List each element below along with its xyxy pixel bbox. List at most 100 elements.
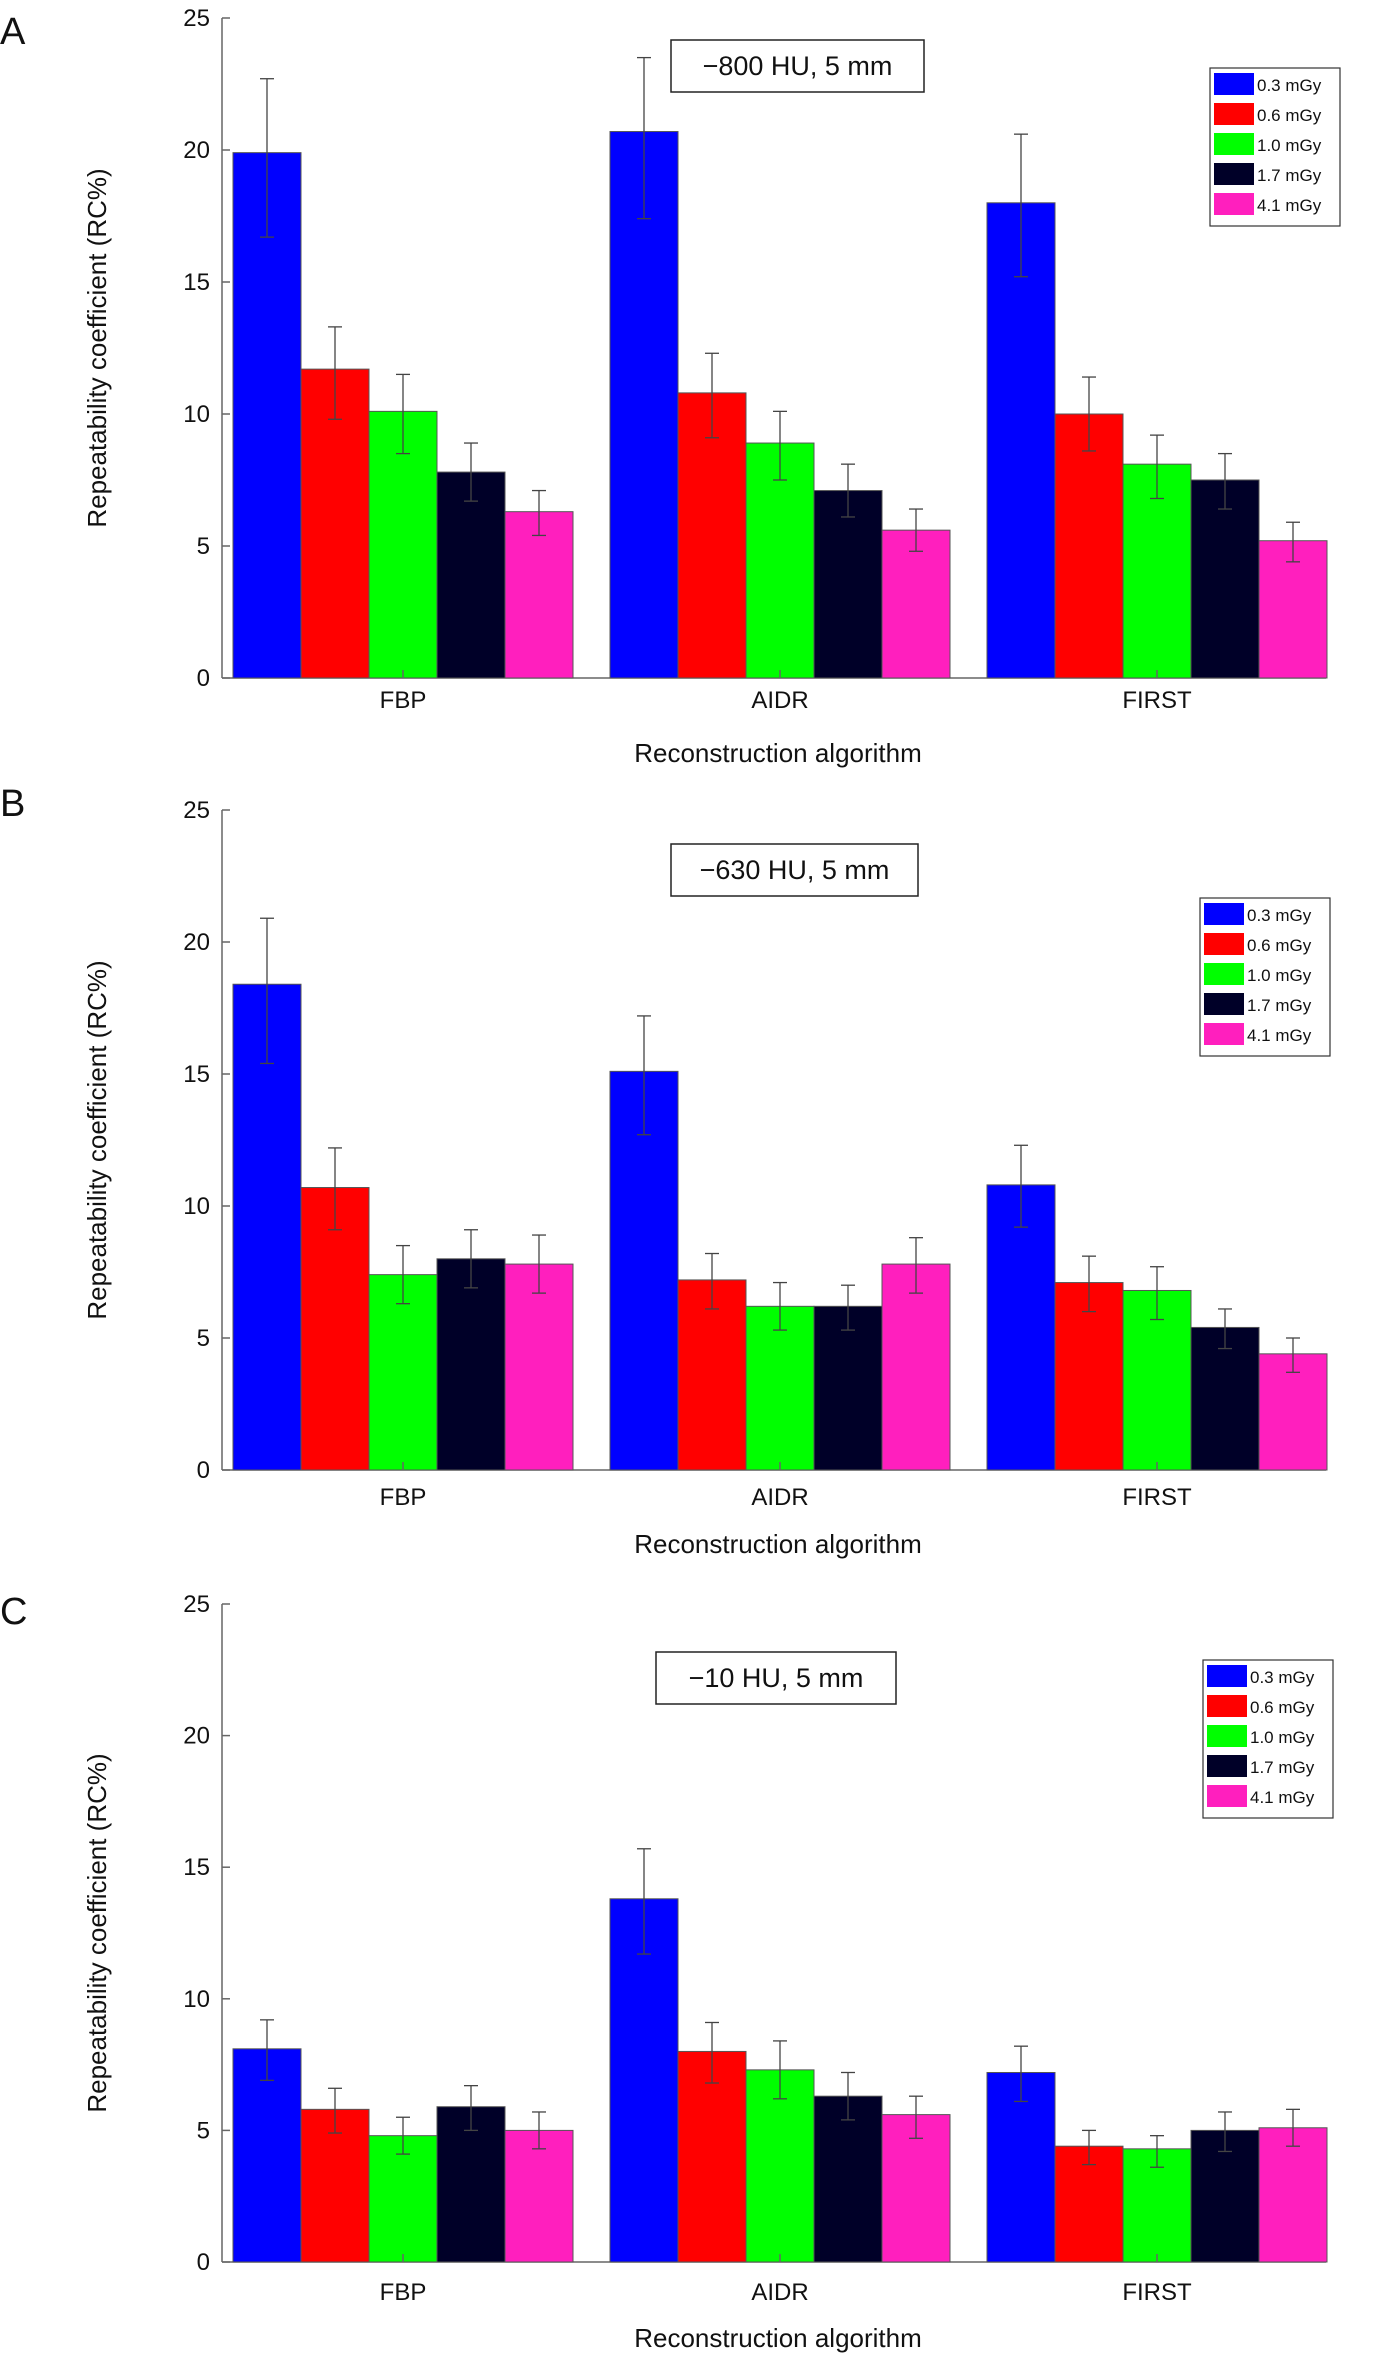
bar-aidr-0-6-mgy (677, 2050, 747, 2263)
chart-panel-a: A 0 5 10 15 20 25 Repeatability coefficient (RC… (0, 5, 1341, 768)
condition-label: −800 HU, 5 mm (703, 51, 893, 81)
bar-first-4-1-mgy (1258, 540, 1328, 679)
legend-entry: 0.3 mGy (1250, 1668, 1315, 1687)
x-axis-title: Reconstruction algorithm (634, 738, 922, 768)
y-tick-label: 15 (183, 1854, 210, 1881)
bar-fbp-0-3-mgy (232, 152, 302, 679)
x-tick-label: FBP (380, 2279, 427, 2306)
legend-entry: 1.0 mGy (1247, 966, 1312, 985)
bar-aidr-0-6-mgy (677, 1279, 747, 1471)
legend-swatch (1204, 1023, 1244, 1045)
legend-entry: 0.3 mGy (1257, 76, 1322, 95)
bar-aidr-1-7-mgy (813, 490, 883, 679)
legend-entry: 4.1 mGy (1247, 1026, 1312, 1045)
bar-fbp-0-6-mgy (300, 2108, 370, 2263)
legend-entry: 0.6 mGy (1247, 936, 1312, 955)
bar-first-1-0-mgy (1122, 1289, 1192, 1471)
y-tick-label: 15 (183, 1061, 210, 1088)
bar-first-1-0-mgy (1122, 463, 1192, 679)
y-tick-label: 10 (183, 401, 210, 428)
legend-swatch (1204, 993, 1244, 1015)
legend-swatch (1204, 903, 1244, 925)
bar-fbp-1-7-mgy (436, 471, 506, 679)
bar-fbp-1-0-mgy (368, 410, 438, 679)
bar-first-0-6-mgy (1054, 413, 1124, 679)
bar-aidr-1-0-mgy (745, 1305, 815, 1471)
bar-fbp-0-6-mgy (300, 368, 370, 679)
y-tick-label: 0 (197, 2249, 210, 2276)
x-tick-label: FIRST (1122, 687, 1192, 714)
bar-first-4-1-mgy (1258, 1353, 1328, 1471)
legend-swatch (1214, 103, 1254, 125)
bar-first-1-7-mgy (1190, 1326, 1260, 1471)
y-tick-label: 5 (197, 2117, 210, 2144)
bar-fbp-1-0-mgy (368, 1274, 438, 1471)
condition-box (670, 843, 919, 897)
legend-entry: 0.6 mGy (1250, 1698, 1315, 1717)
bar-fbp-0-6-mgy (300, 1187, 370, 1471)
x-tick-label: FBP (380, 687, 427, 714)
y-tick-label: 0 (197, 665, 210, 692)
bar-first-0-6-mgy (1054, 1282, 1124, 1471)
panel-letter: A (0, 11, 26, 53)
bar-aidr-1-0-mgy (745, 442, 815, 679)
legend-swatch (1204, 933, 1244, 955)
bar-first-0-3-mgy (986, 202, 1056, 679)
bar-fbp-1-7-mgy (436, 2106, 506, 2263)
legend-entry: 1.0 mGy (1257, 136, 1322, 155)
y-tick-label: 20 (183, 1723, 210, 1750)
bar-fbp-0-3-mgy (232, 983, 302, 1471)
x-tick-label: AIDR (751, 2279, 808, 2306)
y-tick-label: 25 (183, 797, 210, 824)
condition-box (655, 1651, 897, 1705)
legend-swatch (1207, 1785, 1247, 1807)
legend-swatch (1214, 133, 1254, 155)
x-tick-label: FBP (380, 1484, 427, 1511)
condition-label: −10 HU, 5 mm (689, 1663, 864, 1693)
x-tick-label: AIDR (751, 687, 808, 714)
bar-fbp-1-7-mgy (436, 1258, 506, 1471)
legend-swatch (1207, 1755, 1247, 1777)
legend-entry: 4.1 mGy (1257, 196, 1322, 215)
bar-aidr-4-1-mgy (881, 1263, 951, 1471)
y-tick-label: 25 (183, 1591, 210, 1618)
legend-entry: 1.7 mGy (1250, 1758, 1315, 1777)
y-axis-title: Repeatability coefficient (RC%) (82, 1753, 112, 2112)
x-axis-title: Reconstruction algorithm (634, 1529, 922, 1559)
bar-aidr-0-6-mgy (677, 392, 747, 679)
legend-swatch (1207, 1725, 1247, 1747)
y-axis-title: Repeatability coefficient (RC%) (82, 168, 112, 527)
bar-fbp-0-3-mgy (232, 2048, 302, 2263)
legend-swatch (1204, 963, 1244, 985)
y-tick-label: 5 (197, 1325, 210, 1352)
legend-entry: 4.1 mGy (1250, 1788, 1315, 1807)
bar-aidr-0-3-mgy (609, 1898, 679, 2263)
condition-label: −630 HU, 5 mm (700, 855, 890, 885)
bar-aidr-0-3-mgy (609, 131, 679, 679)
legend-entry: 1.7 mGy (1247, 996, 1312, 1015)
y-tick-label: 10 (183, 1193, 210, 1220)
bar-first-4-1-mgy (1258, 2127, 1328, 2263)
bar-aidr-1-0-mgy (745, 2069, 815, 2263)
bar-fbp-4-1-mgy (504, 1263, 574, 1471)
legend-entry: 1.7 mGy (1257, 166, 1322, 185)
x-tick-label: FIRST (1122, 1484, 1192, 1511)
panel-letter: B (0, 783, 25, 825)
legend-swatch (1214, 193, 1254, 215)
bar-aidr-1-7-mgy (813, 1305, 883, 1471)
legend-swatch (1214, 73, 1254, 95)
y-tick-label: 0 (197, 1457, 210, 1484)
bar-aidr-4-1-mgy (881, 2114, 951, 2263)
condition-box (670, 39, 925, 93)
panel-letter: C (0, 1591, 27, 1633)
bar-first-1-7-mgy (1190, 479, 1260, 679)
legend-entry: 0.6 mGy (1257, 106, 1322, 125)
y-tick-label: 10 (183, 1986, 210, 2013)
y-tick-label: 20 (183, 929, 210, 956)
chart-panel-c: C 0 5 10 15 20 25 Repeatability coefficient (RC… (0, 1591, 1334, 2353)
y-axis-title: Repeatability coefficient (RC%) (82, 960, 112, 1319)
legend-entry: 0.3 mGy (1247, 906, 1312, 925)
x-axis-title: Reconstruction algorithm (634, 2323, 922, 2353)
bar-fbp-4-1-mgy (504, 2129, 574, 2263)
